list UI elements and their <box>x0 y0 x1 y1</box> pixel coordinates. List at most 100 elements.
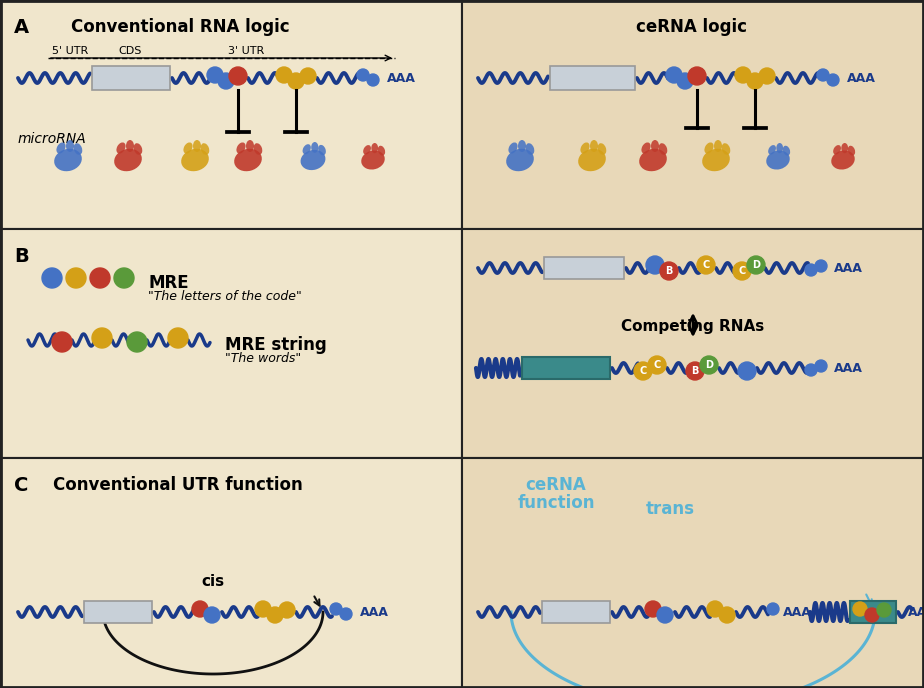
Circle shape <box>747 256 765 274</box>
Bar <box>0 0 462 229</box>
Ellipse shape <box>66 140 74 152</box>
Circle shape <box>707 601 723 617</box>
Text: Competing RNAs: Competing RNAs <box>621 319 765 334</box>
Text: D: D <box>705 360 713 370</box>
Ellipse shape <box>126 140 134 152</box>
Circle shape <box>648 356 666 374</box>
Ellipse shape <box>702 149 730 171</box>
Circle shape <box>657 607 673 623</box>
Bar <box>522 357 610 379</box>
Ellipse shape <box>848 146 855 155</box>
Ellipse shape <box>254 143 262 155</box>
Circle shape <box>733 262 751 280</box>
Circle shape <box>738 362 756 380</box>
Circle shape <box>817 69 829 81</box>
Circle shape <box>300 68 316 84</box>
Circle shape <box>279 602 295 618</box>
Text: MRE: MRE <box>148 274 188 292</box>
Text: ceRNA logic: ceRNA logic <box>637 18 748 36</box>
Ellipse shape <box>598 143 606 155</box>
Circle shape <box>66 268 86 288</box>
Text: 3' UTR: 3' UTR <box>228 46 264 56</box>
Ellipse shape <box>193 140 201 152</box>
Ellipse shape <box>639 149 667 171</box>
Circle shape <box>330 603 342 615</box>
Circle shape <box>218 73 234 89</box>
Ellipse shape <box>363 145 371 155</box>
Circle shape <box>735 67 751 83</box>
Circle shape <box>660 262 678 280</box>
Text: C: C <box>653 360 661 370</box>
Circle shape <box>288 73 304 89</box>
Circle shape <box>646 256 664 274</box>
Ellipse shape <box>590 140 598 152</box>
Text: ceRNA: ceRNA <box>526 476 587 494</box>
Bar <box>462 458 924 688</box>
Ellipse shape <box>311 142 319 153</box>
Ellipse shape <box>578 149 606 171</box>
Text: AAA: AAA <box>834 361 863 374</box>
Circle shape <box>853 602 867 616</box>
Circle shape <box>686 362 704 380</box>
Circle shape <box>276 67 292 83</box>
Ellipse shape <box>783 146 790 155</box>
Ellipse shape <box>246 140 254 152</box>
Ellipse shape <box>832 151 855 169</box>
Circle shape <box>645 601 661 617</box>
Text: C: C <box>738 266 746 276</box>
Text: A: A <box>743 366 750 376</box>
Ellipse shape <box>833 145 841 155</box>
Text: D: D <box>752 260 760 270</box>
Ellipse shape <box>704 142 713 153</box>
Ellipse shape <box>508 142 517 153</box>
Text: C: C <box>702 260 710 270</box>
Text: B: B <box>691 366 699 376</box>
Text: AAA: AAA <box>387 72 416 85</box>
Circle shape <box>805 264 817 276</box>
Ellipse shape <box>659 143 667 155</box>
Text: "The letters of the code": "The letters of the code" <box>148 290 302 303</box>
Bar <box>850 601 896 623</box>
Bar <box>462 229 924 458</box>
Ellipse shape <box>134 143 142 155</box>
Circle shape <box>877 603 891 617</box>
Ellipse shape <box>361 151 384 169</box>
Circle shape <box>340 608 352 620</box>
Ellipse shape <box>651 140 659 152</box>
Circle shape <box>719 607 735 623</box>
Bar <box>542 601 610 623</box>
Text: 5' UTR: 5' UTR <box>52 46 89 56</box>
Bar <box>550 66 635 90</box>
Circle shape <box>168 328 188 348</box>
Ellipse shape <box>526 143 534 155</box>
Circle shape <box>192 601 208 617</box>
Circle shape <box>767 603 779 615</box>
Circle shape <box>634 362 652 380</box>
Ellipse shape <box>115 149 141 171</box>
Text: trans: trans <box>646 500 695 518</box>
Ellipse shape <box>518 140 526 152</box>
Ellipse shape <box>181 149 209 171</box>
Circle shape <box>229 67 247 85</box>
Text: B: B <box>665 266 673 276</box>
Circle shape <box>747 73 763 89</box>
Text: AAA: AAA <box>834 261 863 275</box>
Circle shape <box>255 601 271 617</box>
Ellipse shape <box>768 145 776 155</box>
Bar <box>92 66 170 90</box>
Circle shape <box>815 360 827 372</box>
Bar <box>544 257 624 279</box>
Text: CDS: CDS <box>118 46 141 56</box>
Circle shape <box>357 69 369 81</box>
Text: C: C <box>14 476 29 495</box>
Ellipse shape <box>184 142 192 153</box>
Ellipse shape <box>714 140 722 152</box>
Ellipse shape <box>74 143 82 155</box>
Ellipse shape <box>776 143 784 153</box>
Circle shape <box>367 74 379 86</box>
Ellipse shape <box>371 143 378 153</box>
Ellipse shape <box>116 142 126 153</box>
Text: A: A <box>14 18 30 37</box>
Ellipse shape <box>641 142 650 153</box>
Ellipse shape <box>722 143 730 155</box>
